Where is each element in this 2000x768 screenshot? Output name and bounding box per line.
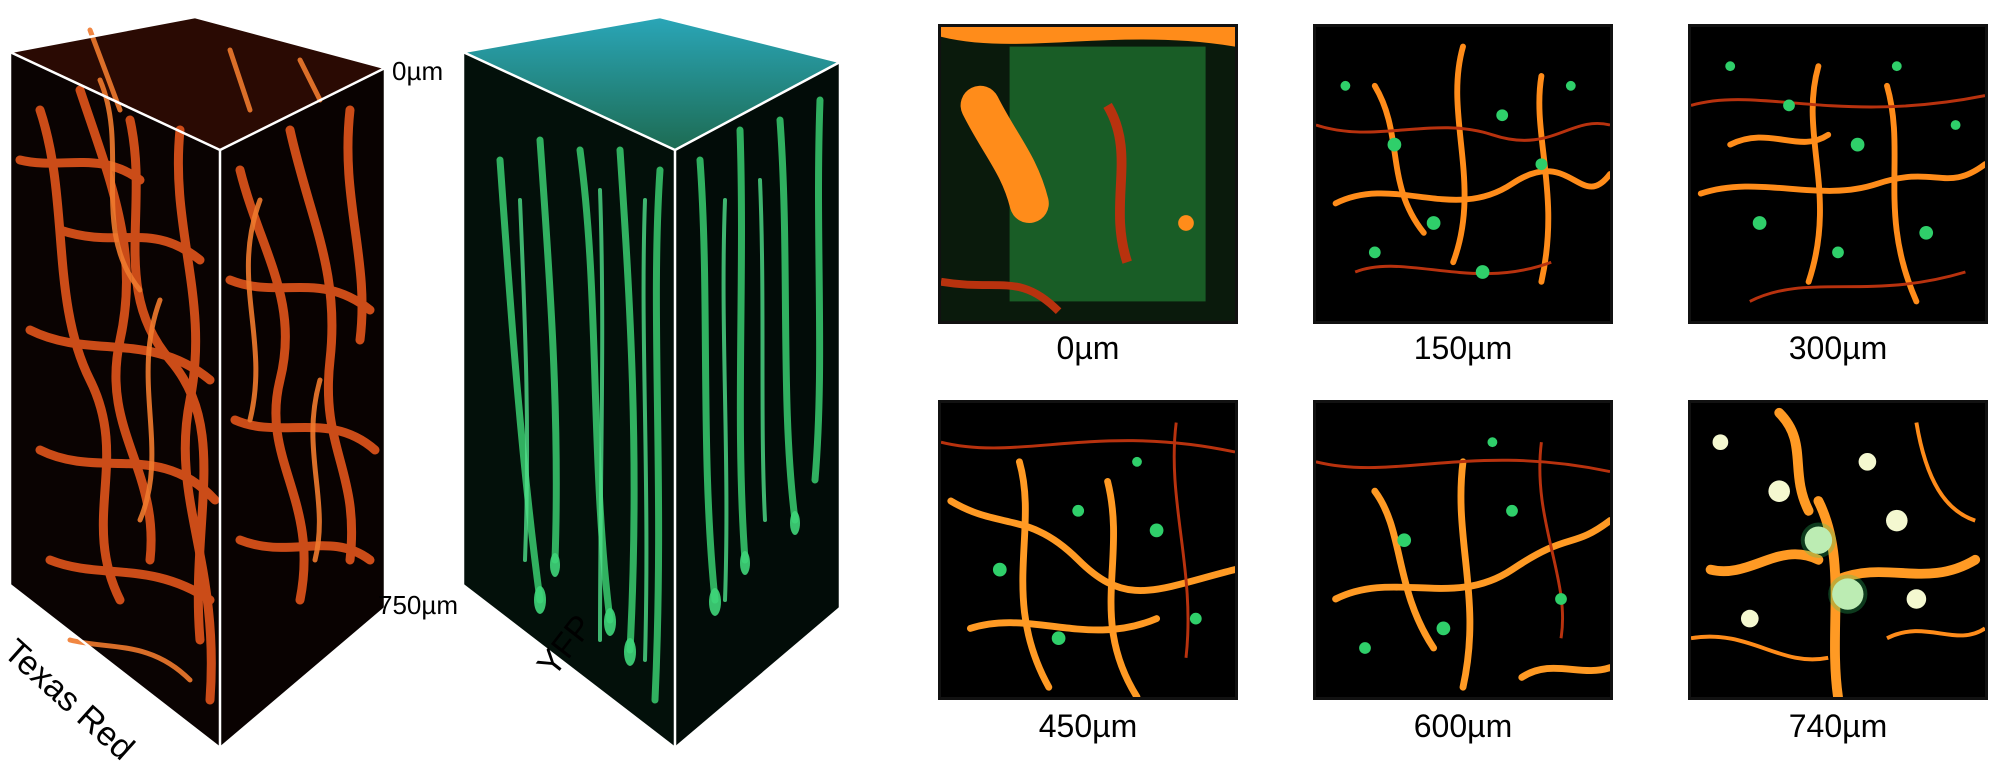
slice-depth-label: 300µm bbox=[1788, 330, 1888, 366]
slice-image bbox=[938, 400, 1238, 700]
slice-image bbox=[938, 24, 1238, 324]
slice-depth-label: 740µm bbox=[1788, 708, 1888, 744]
slice-image bbox=[1313, 400, 1613, 700]
slice-depth-label: 150µm bbox=[1413, 330, 1513, 366]
volume-renderings bbox=[8, 15, 842, 749]
slice-depth-label: 0µm bbox=[1056, 330, 1120, 366]
depth-bottom-label: 750µm bbox=[378, 590, 459, 620]
texas-red-volume bbox=[8, 15, 387, 749]
depth-top-label: 0µm bbox=[392, 56, 444, 86]
slice-image bbox=[1688, 400, 1988, 700]
slice-depth-label: 600µm bbox=[1413, 708, 1513, 744]
slice-depth-label: 450µm bbox=[1038, 708, 1138, 744]
slice-image bbox=[1313, 24, 1613, 324]
yfp-volume bbox=[461, 15, 842, 749]
slice-image bbox=[1688, 24, 1988, 324]
